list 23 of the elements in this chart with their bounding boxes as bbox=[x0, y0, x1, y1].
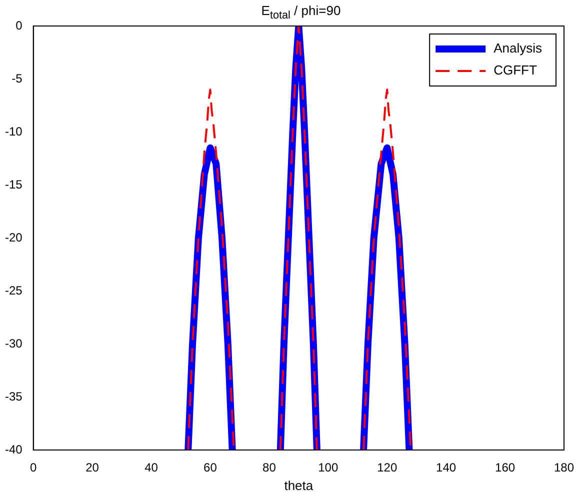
x-tick-label: 0 bbox=[30, 460, 37, 475]
y-tick-label: -10 bbox=[5, 124, 23, 138]
x-tick-label: 20 bbox=[86, 460, 100, 475]
x-axis-title: theta bbox=[284, 478, 314, 493]
x-tick-label: 120 bbox=[377, 460, 398, 475]
legend-label: Analysis bbox=[494, 40, 542, 56]
chart-title: E$_{total}$ / phi=90 bbox=[260, 3, 342, 23]
legend-label: CGFFT bbox=[494, 62, 537, 78]
x-tick-label: 60 bbox=[204, 460, 218, 475]
y-tick-label: -15 bbox=[5, 177, 23, 192]
x-tick-label: 40 bbox=[144, 460, 158, 475]
x-tick-label: 140 bbox=[436, 460, 456, 475]
y-tick-label: -5 bbox=[12, 71, 23, 86]
x-tick-label: 80 bbox=[262, 460, 276, 475]
y-tick-label: -35 bbox=[5, 389, 23, 404]
y-tick-label: 0 bbox=[16, 18, 23, 32]
x-tick-label: 100 bbox=[318, 460, 338, 475]
y-tick-label: -20 bbox=[5, 230, 23, 244]
y-tick-label: -25 bbox=[5, 283, 23, 298]
x-tick-label: 180 bbox=[554, 460, 574, 475]
y-tick-label: -40 bbox=[5, 442, 23, 456]
x-tick-label: 160 bbox=[495, 460, 516, 475]
y-tick-label: -30 bbox=[5, 336, 23, 350]
